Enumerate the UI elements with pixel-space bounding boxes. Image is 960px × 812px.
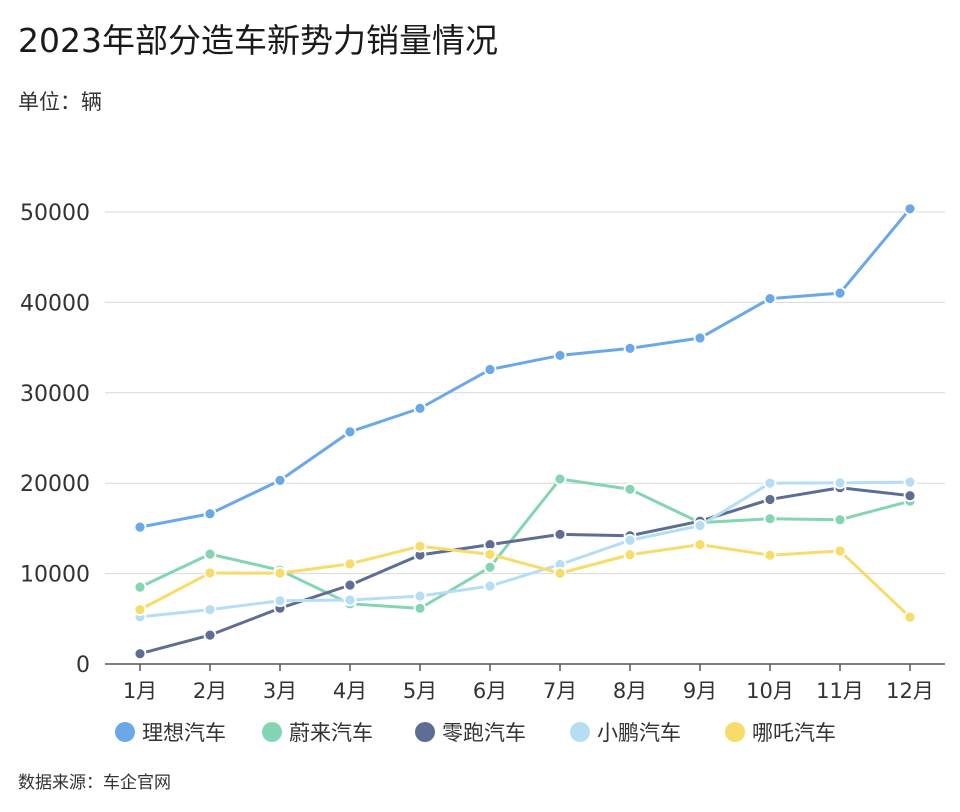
data-point[interactable] bbox=[483, 363, 497, 376]
x-tick-label: 9月 bbox=[683, 679, 717, 703]
data-point[interactable] bbox=[623, 482, 637, 496]
x-tick-label: 4月 bbox=[333, 679, 367, 703]
legend-swatch bbox=[415, 722, 435, 742]
legend-label: 小鹏汽车 bbox=[597, 721, 681, 745]
data-point[interactable] bbox=[623, 533, 637, 547]
data-point[interactable] bbox=[483, 560, 497, 574]
data-point[interactable] bbox=[413, 589, 427, 603]
data-point[interactable] bbox=[343, 425, 357, 439]
series-group bbox=[133, 202, 917, 534]
series-line bbox=[138, 486, 912, 656]
x-tick-label: 3月 bbox=[263, 679, 297, 703]
data-point[interactable] bbox=[203, 566, 217, 580]
data-point[interactable] bbox=[903, 489, 917, 503]
x-tick-label: 5月 bbox=[403, 679, 437, 703]
data-point[interactable] bbox=[623, 548, 637, 562]
series-line bbox=[138, 477, 912, 610]
data-point[interactable] bbox=[693, 519, 707, 532]
data-point[interactable] bbox=[413, 601, 427, 615]
data-point[interactable] bbox=[623, 341, 637, 355]
legend-item[interactable]: 蔚来汽车 bbox=[262, 721, 373, 745]
data-point[interactable] bbox=[483, 547, 497, 561]
legend-item[interactable]: 哪吒汽车 bbox=[725, 721, 836, 745]
data-point[interactable] bbox=[343, 593, 357, 607]
series-group bbox=[133, 475, 917, 624]
data-point[interactable] bbox=[763, 292, 777, 305]
y-tick-label: 30000 bbox=[20, 382, 90, 407]
x-tick-label: 12月 bbox=[886, 679, 934, 703]
data-point[interactable] bbox=[343, 557, 357, 571]
data-point[interactable] bbox=[903, 475, 917, 489]
data-point[interactable] bbox=[203, 507, 217, 521]
x-tick-label: 2月 bbox=[193, 679, 227, 703]
y-axis-ticks: 0 10000 20000 30000 40000 50000 bbox=[20, 201, 90, 678]
legend-label: 零跑汽车 bbox=[442, 721, 526, 745]
series-line bbox=[138, 480, 912, 619]
series-group bbox=[133, 481, 917, 661]
data-point[interactable] bbox=[133, 520, 147, 534]
series-line bbox=[138, 207, 912, 529]
data-point[interactable] bbox=[273, 594, 287, 608]
data-point[interactable] bbox=[763, 493, 777, 506]
series-lines bbox=[133, 202, 917, 661]
data-point[interactable] bbox=[693, 331, 707, 345]
x-tick-label: 1月 bbox=[123, 679, 157, 703]
data-point[interactable] bbox=[413, 401, 427, 415]
x-tick-label: 11月 bbox=[816, 679, 864, 703]
data-point[interactable] bbox=[763, 512, 777, 526]
unit-label: 单位：辆 bbox=[18, 90, 102, 114]
data-source-note: 数据来源：车企官网 bbox=[18, 773, 171, 793]
y-tick-label: 50000 bbox=[20, 201, 90, 226]
data-point[interactable] bbox=[133, 603, 147, 617]
x-tick-label: 8月 bbox=[613, 679, 647, 703]
legend-swatch bbox=[262, 722, 282, 742]
data-point[interactable] bbox=[483, 579, 497, 593]
x-tick-label: 7月 bbox=[543, 679, 577, 703]
data-point[interactable] bbox=[833, 286, 847, 300]
legend-item[interactable]: 零跑汽车 bbox=[415, 721, 526, 745]
data-point[interactable] bbox=[833, 513, 847, 527]
data-point[interactable] bbox=[273, 473, 287, 487]
data-point[interactable] bbox=[763, 476, 777, 490]
x-tick-label: 10月 bbox=[746, 679, 794, 703]
x-tick-label: 6月 bbox=[473, 679, 507, 703]
legend-item[interactable]: 理想汽车 bbox=[115, 721, 226, 745]
data-point[interactable] bbox=[553, 566, 567, 580]
y-tick-label: 40000 bbox=[20, 291, 90, 316]
x-axis: 1月 2月 3月 4月 5月 6月 7月 8月 9月 10月 11月 12月 bbox=[105, 663, 945, 703]
data-point[interactable] bbox=[203, 628, 217, 642]
data-point[interactable] bbox=[553, 528, 567, 541]
y-tick-label: 10000 bbox=[20, 563, 90, 588]
data-point[interactable] bbox=[833, 544, 847, 558]
data-point[interactable] bbox=[553, 349, 567, 362]
data-point[interactable] bbox=[203, 603, 217, 617]
data-point[interactable] bbox=[343, 578, 357, 592]
data-point[interactable] bbox=[763, 548, 777, 562]
data-point[interactable] bbox=[273, 566, 287, 580]
series-line bbox=[138, 543, 912, 619]
legend-label: 蔚来汽车 bbox=[289, 721, 373, 745]
y-tick-label: 0 bbox=[76, 653, 90, 678]
data-point[interactable] bbox=[903, 610, 917, 624]
series-group bbox=[133, 538, 917, 624]
legend-swatch bbox=[115, 722, 135, 742]
data-point[interactable] bbox=[833, 476, 847, 490]
data-point[interactable] bbox=[693, 538, 707, 551]
legend-swatch bbox=[725, 722, 745, 742]
legend[interactable]: 理想汽车 蔚来汽车 零跑汽车 小鹏汽车 哪吒汽车 bbox=[115, 721, 836, 745]
legend-swatch bbox=[570, 722, 590, 742]
data-point[interactable] bbox=[903, 202, 917, 216]
legend-item[interactable]: 小鹏汽车 bbox=[570, 721, 681, 745]
data-point[interactable] bbox=[203, 547, 217, 561]
chart-title: 2023年部分造车新势力销量情况 bbox=[18, 21, 498, 60]
legend-label: 哪吒汽车 bbox=[752, 721, 836, 745]
legend-label: 理想汽车 bbox=[142, 721, 226, 745]
y-tick-label: 20000 bbox=[20, 472, 90, 497]
data-point[interactable] bbox=[133, 647, 147, 661]
data-point[interactable] bbox=[553, 472, 567, 486]
data-point[interactable] bbox=[413, 539, 427, 553]
data-point[interactable] bbox=[133, 580, 147, 594]
